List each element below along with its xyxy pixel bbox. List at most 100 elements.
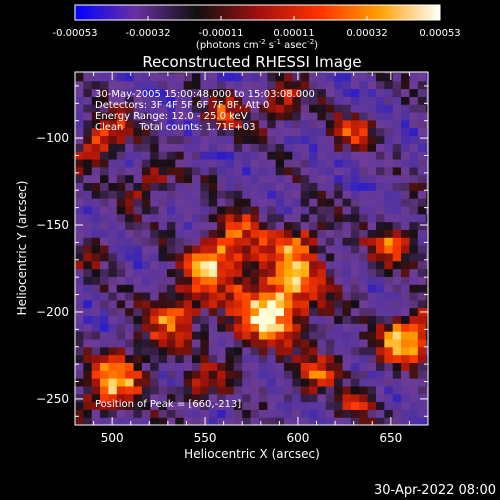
heatmap-cell xyxy=(275,88,285,97)
heatmap-cell xyxy=(292,284,302,293)
heatmap-cell xyxy=(75,198,84,207)
heatmap-cell xyxy=(133,135,143,144)
heatmap-cell xyxy=(250,158,260,168)
heatmap-cell xyxy=(334,362,344,371)
heatmap-cell xyxy=(275,354,285,363)
heatmap-cell xyxy=(417,96,427,105)
heatmap-cell xyxy=(116,370,126,379)
heatmap-cell xyxy=(141,143,151,152)
heatmap-cell xyxy=(166,119,176,129)
heatmap-cell xyxy=(292,72,302,74)
heatmap-cell xyxy=(217,96,227,105)
heatmap-cell xyxy=(108,401,118,410)
heatmap-cell xyxy=(242,268,252,277)
heatmap-cell xyxy=(309,151,319,160)
heatmap-cell xyxy=(192,385,202,395)
heatmap-cell xyxy=(192,166,202,176)
heatmap-cell xyxy=(334,229,344,238)
heatmap-cell xyxy=(217,323,227,332)
heatmap-cell xyxy=(208,237,218,246)
heatmap-cell xyxy=(150,237,160,246)
heatmap-cell xyxy=(426,245,428,254)
heatmap-cell xyxy=(325,104,335,113)
heatmap-cell xyxy=(350,315,360,324)
heatmap-cell xyxy=(217,205,227,215)
heatmap-cell xyxy=(359,174,369,184)
heatmap-cell xyxy=(242,198,252,207)
heatmap-cell xyxy=(133,362,143,371)
heatmap-cell xyxy=(200,229,210,238)
heatmap-cell xyxy=(275,190,285,199)
heatmap-cell xyxy=(125,237,135,246)
heatmap-cell xyxy=(242,331,252,340)
heatmap-cell xyxy=(375,135,385,144)
heatmap-cell xyxy=(275,127,285,137)
heatmap-cell xyxy=(83,393,93,403)
heatmap-cell xyxy=(116,307,126,317)
heatmap-cell xyxy=(334,221,344,230)
heatmap-cell xyxy=(350,346,360,356)
heatmap-cell xyxy=(91,229,101,238)
heatmap-cell xyxy=(375,166,385,176)
heatmap-cell xyxy=(401,245,411,254)
x-tick-label: 650 xyxy=(379,431,402,445)
heatmap-cell xyxy=(158,417,168,425)
heatmap-cell xyxy=(325,151,335,160)
heatmap-cell xyxy=(300,158,310,168)
heatmap-cell xyxy=(401,127,411,137)
heatmap-cell xyxy=(384,245,394,254)
heatmap-cell xyxy=(401,401,411,410)
heatmap-cell xyxy=(325,190,335,199)
heatmap-cell xyxy=(284,174,293,184)
heatmap-cell xyxy=(183,284,193,293)
heatmap-cell xyxy=(417,417,427,425)
heatmap-cell xyxy=(225,182,235,191)
heatmap-cell xyxy=(284,346,293,356)
heatmap-cell xyxy=(258,198,268,207)
heatmap-cell xyxy=(175,213,185,223)
heatmap-cell xyxy=(350,80,360,90)
heatmap-cell xyxy=(133,72,143,74)
heatmap-cell xyxy=(292,299,302,309)
heatmap-cell xyxy=(108,237,118,246)
heatmap-cell xyxy=(350,190,360,199)
heatmap-cell xyxy=(392,284,402,293)
heatmap-cell xyxy=(367,111,377,121)
heatmap-cell xyxy=(375,182,385,191)
heatmap-cell xyxy=(342,409,352,418)
heatmap-cell xyxy=(375,323,385,332)
heatmap-cell xyxy=(258,80,268,90)
heatmap-cell xyxy=(108,346,118,356)
heatmap-cell xyxy=(233,127,243,137)
heatmap-cell xyxy=(401,315,411,324)
heatmap-cell xyxy=(192,331,202,340)
heatmap-cell xyxy=(183,362,193,371)
heatmap-cell xyxy=(158,409,168,418)
heatmap-cell xyxy=(342,393,352,403)
heatmap-cell xyxy=(166,362,176,371)
heatmap-cell xyxy=(350,401,360,410)
heatmap-cell xyxy=(116,104,126,113)
heatmap-cell xyxy=(300,245,310,254)
heatmap-cell xyxy=(91,362,101,371)
heatmap-cell xyxy=(384,401,394,410)
heatmap-cell xyxy=(208,346,218,356)
heatmap-cell xyxy=(83,284,93,293)
heatmap-cell xyxy=(267,213,277,223)
heatmap-cell xyxy=(150,299,160,309)
heatmap-cell xyxy=(133,252,143,262)
heatmap-cell xyxy=(200,151,210,160)
heatmap-cell xyxy=(417,315,427,324)
heatmap-cell xyxy=(108,245,118,254)
heatmap-cell xyxy=(367,354,377,363)
heatmap-cell xyxy=(359,198,369,207)
heatmap-cell xyxy=(325,182,335,191)
heatmap-cell xyxy=(217,151,227,160)
heatmap-cell xyxy=(359,307,369,317)
heatmap-cell xyxy=(83,104,93,113)
heatmap-cell xyxy=(166,80,176,90)
heatmap-cell xyxy=(409,260,419,270)
heatmap-cell xyxy=(150,190,160,199)
heatmap-cell xyxy=(133,268,143,277)
heatmap-cell xyxy=(392,291,402,301)
